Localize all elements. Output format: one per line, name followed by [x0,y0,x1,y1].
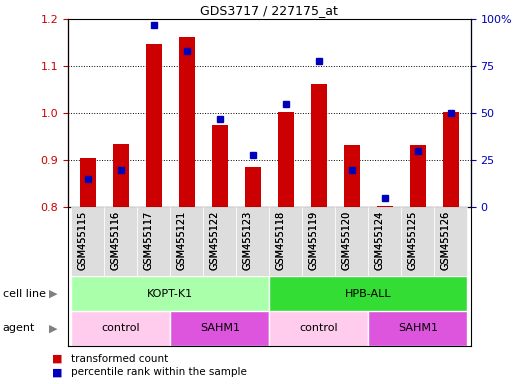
Bar [410,145,426,207]
Text: GSM455124: GSM455124 [375,211,385,270]
Bar [311,84,327,207]
Text: GSM455120: GSM455120 [342,211,352,270]
Bar [71,311,170,346]
Bar [344,145,360,207]
Bar [178,36,195,207]
Text: GSM455121: GSM455121 [177,211,187,270]
Text: percentile rank within the sample: percentile rank within the sample [71,367,246,377]
Bar [442,113,459,207]
Text: GSM455116: GSM455116 [111,211,121,270]
Bar [71,276,269,311]
Text: control: control [101,323,140,333]
Title: GDS3717 / 227175_at: GDS3717 / 227175_at [200,3,338,17]
Text: GSM455119: GSM455119 [309,211,319,270]
Text: GSM455117: GSM455117 [144,211,154,270]
Bar [71,207,104,276]
Text: GSM455126: GSM455126 [441,211,451,270]
Text: cell line: cell line [3,289,46,299]
Bar [335,207,368,276]
Text: ▶: ▶ [49,323,58,333]
Bar [368,311,468,346]
Text: GSM455115: GSM455115 [78,211,88,270]
Bar [170,311,269,346]
Text: GSM455124: GSM455124 [375,211,385,270]
Text: GSM455117: GSM455117 [144,211,154,270]
Bar [269,311,368,346]
Bar [138,207,170,276]
Bar [269,276,468,311]
Text: GSM455122: GSM455122 [210,211,220,270]
Bar [435,207,468,276]
Text: ■: ■ [52,367,63,377]
Text: control: control [300,323,338,333]
Text: GSM455121: GSM455121 [177,211,187,270]
Bar [104,207,138,276]
Text: KOPT-K1: KOPT-K1 [147,289,194,299]
Text: GSM455125: GSM455125 [408,211,418,270]
Text: ▶: ▶ [49,289,58,299]
Text: transformed count: transformed count [71,354,168,364]
Text: HPB-ALL: HPB-ALL [345,289,392,299]
Bar [212,125,228,207]
Bar [203,207,236,276]
Text: SAHM1: SAHM1 [398,323,438,333]
Text: ■: ■ [52,354,63,364]
Bar [112,144,129,207]
Text: GSM455123: GSM455123 [243,211,253,270]
Text: GSM455122: GSM455122 [210,211,220,270]
Text: GSM455115: GSM455115 [78,211,88,270]
Text: GSM455120: GSM455120 [342,211,352,270]
Text: GSM455125: GSM455125 [408,211,418,270]
Bar [278,113,294,207]
Bar [302,207,335,276]
Text: GSM455119: GSM455119 [309,211,319,270]
Text: GSM455116: GSM455116 [111,211,121,270]
Bar [145,44,162,207]
Text: GSM455118: GSM455118 [276,211,286,270]
Bar [245,167,261,207]
Text: GSM455126: GSM455126 [441,211,451,270]
Bar [170,207,203,276]
Bar [368,207,401,276]
Text: GSM455123: GSM455123 [243,211,253,270]
Text: agent: agent [3,323,35,333]
Text: GSM455118: GSM455118 [276,211,286,270]
Bar [236,207,269,276]
Bar [401,207,435,276]
Bar [79,158,96,207]
Bar [269,207,302,276]
Text: SAHM1: SAHM1 [200,323,240,333]
